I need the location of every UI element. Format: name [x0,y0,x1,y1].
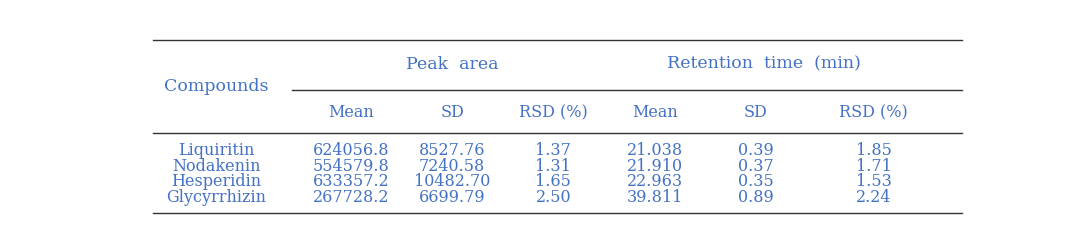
Text: Peak  area: Peak area [406,56,498,73]
Text: 8527.76: 8527.76 [419,142,485,159]
Text: Compounds: Compounds [164,78,269,95]
Text: 1.31: 1.31 [535,158,571,175]
Text: 10482.70: 10482.70 [415,173,491,190]
Text: 0.35: 0.35 [738,173,774,190]
Text: Liquiritin: Liquiritin [178,142,255,159]
Text: 7240.58: 7240.58 [419,158,485,175]
Text: Mean: Mean [632,104,678,121]
Text: RSD (%): RSD (%) [840,104,908,121]
Text: Hesperidin: Hesperidin [171,173,261,190]
Text: 633357.2: 633357.2 [312,173,390,190]
Text: 554579.8: 554579.8 [312,158,390,175]
Text: 1.65: 1.65 [535,173,571,190]
Text: 22.963: 22.963 [627,173,682,190]
Text: RSD (%): RSD (%) [519,104,588,121]
Text: 21.038: 21.038 [627,142,682,159]
Text: 267728.2: 267728.2 [312,189,390,206]
Text: 1.85: 1.85 [856,142,892,159]
Text: 2.24: 2.24 [856,189,891,206]
Text: SD: SD [441,104,465,121]
Text: 6699.79: 6699.79 [419,189,485,206]
Text: Nodakenin: Nodakenin [172,158,260,175]
Text: 21.910: 21.910 [627,158,682,175]
Text: 0.89: 0.89 [738,189,774,206]
Text: 39.811: 39.811 [627,189,683,206]
Text: 624056.8: 624056.8 [312,142,390,159]
Text: 1.37: 1.37 [535,142,571,159]
Text: 0.39: 0.39 [738,142,774,159]
Text: 2.50: 2.50 [535,189,571,206]
Text: Retention  time  (min): Retention time (min) [667,56,861,73]
Text: 0.37: 0.37 [738,158,774,175]
Text: SD: SD [744,104,768,121]
Text: Glycyrrhizin: Glycyrrhizin [166,189,267,206]
Text: 1.53: 1.53 [856,173,892,190]
Text: 1.71: 1.71 [856,158,892,175]
Text: Mean: Mean [329,104,374,121]
